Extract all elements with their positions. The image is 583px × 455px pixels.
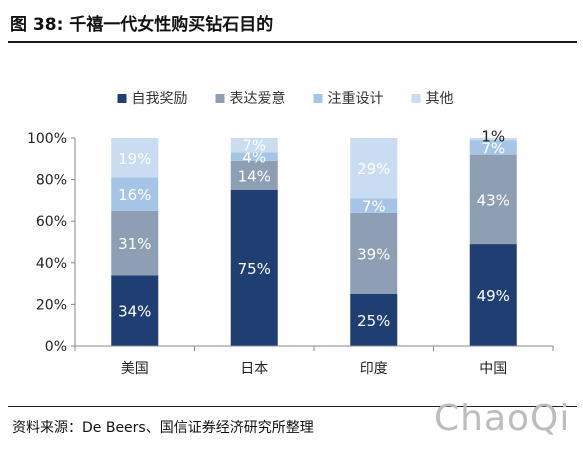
footer-rule [8, 406, 577, 407]
legend-label: 表达爱意 [230, 90, 286, 107]
bars: 34%31%16%19%75%14%4%7%25%39%7%29%49%43%7… [111, 127, 517, 346]
title-rule [8, 41, 577, 43]
data-label: 7% [362, 198, 386, 216]
data-label: 19% [118, 150, 151, 168]
x-category-label: 印度 [360, 361, 388, 377]
source-note: 资料来源：De Beers、国信证券经济研究所整理 [12, 420, 314, 436]
legend-label: 自我奖励 [132, 90, 188, 107]
x-axis: 美国 日本 印度 中国 [74, 345, 554, 377]
x-category-label: 美国 [121, 361, 149, 377]
bar-segment [230, 138, 278, 153]
data-label: 16% [118, 186, 151, 204]
bar-segment [350, 138, 398, 199]
stacked-bar-chart: 自我奖励 表达爱意 注重设计 其他 0% 20% 40% 60% 80% 100% 34% 31%… [27, 90, 554, 377]
bar-segment [230, 160, 278, 190]
y-axis: 0% 20% 40% 60% 80% 100% [27, 131, 76, 355]
data-label: 1% [481, 127, 505, 145]
legend-label: 注重设计 [328, 91, 384, 107]
legend: 自我奖励 表达爱意 注重设计 其他 [117, 90, 454, 107]
data-label: 7% [481, 139, 505, 157]
bar-segment [111, 177, 159, 211]
bar-segment [350, 198, 398, 213]
y-tick-label: 0% [45, 339, 67, 355]
data-label: 39% [357, 245, 390, 263]
bar-segment [469, 154, 517, 245]
legend-swatch [313, 94, 323, 103]
y-tick-label: 100% [27, 131, 67, 147]
bar-segment [230, 190, 278, 346]
data-label: 43% [477, 191, 510, 209]
bar-segment [469, 140, 517, 155]
bar-segment [111, 138, 159, 178]
legend-swatch [117, 94, 127, 103]
y-tick-label: 40% [36, 256, 67, 272]
data-label: 14% [238, 167, 271, 185]
legend-label: 其他 [426, 91, 454, 107]
data-label: 34% [118, 303, 151, 321]
legend-swatch [215, 94, 225, 103]
x-category-label: 中国 [479, 361, 507, 377]
bar-segment [350, 294, 398, 346]
data-label: 75% [238, 260, 271, 278]
bar-segment [111, 210, 159, 276]
data-label: 29% [357, 160, 390, 178]
x-category-label: 日本 [240, 361, 268, 377]
y-tick-label: 60% [36, 214, 67, 230]
bar-segment [230, 152, 278, 161]
y-tick-label: 20% [36, 297, 67, 313]
bar-segment [350, 212, 398, 294]
bar-segment [469, 244, 517, 346]
data-label: 4% [242, 149, 266, 167]
data-label: 31% [118, 235, 151, 253]
watermark: ChaoQi [434, 398, 571, 439]
bar-segment [469, 138, 517, 141]
data-label: 7% [242, 137, 266, 155]
y-tick-label: 80% [36, 173, 67, 189]
data-label: 25% [357, 312, 390, 330]
data-label: 49% [477, 287, 510, 305]
legend-swatch [411, 94, 421, 103]
figure-title: 图 38: 千禧一代女性购买钻石目的 [10, 15, 274, 35]
bar-segment [111, 275, 159, 346]
